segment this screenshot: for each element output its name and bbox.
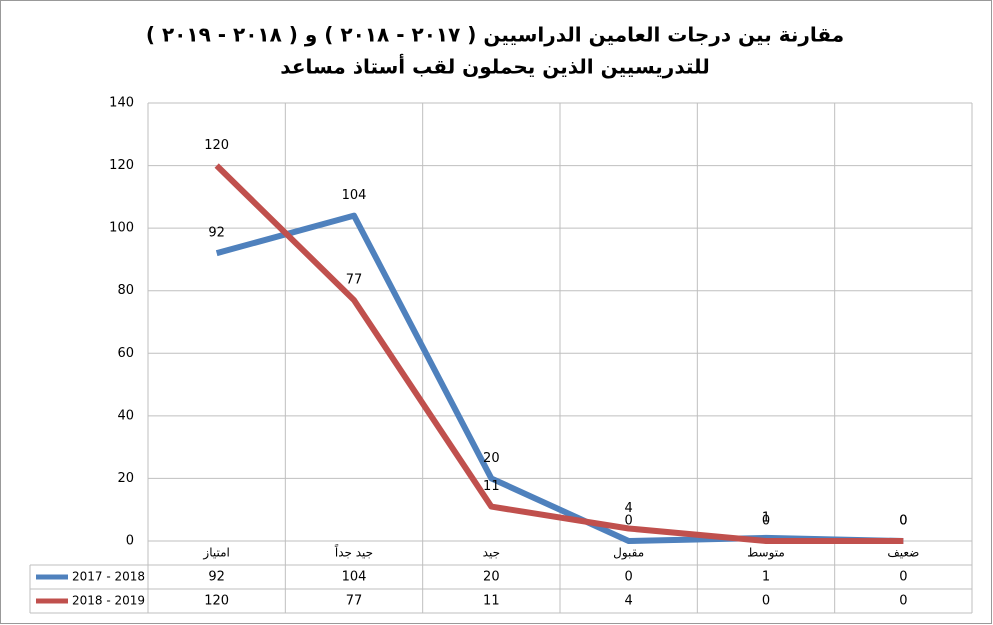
- data-label: 0: [899, 514, 907, 529]
- table-cell: 104: [342, 570, 367, 585]
- data-label: 0: [625, 514, 633, 529]
- table-cell: 0: [899, 594, 907, 609]
- data-label: 4: [625, 501, 633, 516]
- x-tick-label: جيد: [483, 546, 500, 560]
- data-label: 120: [204, 138, 229, 153]
- legend-label: 2017 - 2018: [72, 570, 145, 584]
- y-tick-label: 120: [109, 158, 134, 173]
- table-cell: 77: [346, 594, 363, 609]
- data-label: 20: [483, 451, 500, 466]
- data-label: 92: [208, 226, 225, 241]
- data-label: 104: [342, 188, 367, 203]
- legend-label: 2018 - 2019: [72, 594, 145, 608]
- table-cell: 11: [483, 594, 500, 609]
- x-tick-label: امتياز: [202, 546, 229, 561]
- x-tick-label: ضعيف: [887, 546, 919, 560]
- table-cell: 0: [625, 570, 633, 585]
- x-tick-label: جيد جداً: [335, 544, 374, 560]
- data-label: 0: [899, 514, 907, 529]
- y-tick-label: 20: [117, 471, 134, 486]
- y-tick-label: 140: [109, 96, 134, 111]
- table-cell: 20: [483, 570, 500, 585]
- y-tick-label: 40: [117, 408, 134, 423]
- data-label: 77: [346, 273, 363, 288]
- table-cell: 92: [208, 570, 225, 585]
- table-cell: 4: [625, 594, 633, 609]
- series-line: [214, 163, 904, 544]
- y-tick-label: 60: [117, 346, 134, 361]
- y-tick-label: 80: [117, 283, 134, 298]
- data-label: 11: [483, 479, 500, 494]
- data-label: 0: [762, 514, 770, 529]
- data-label: 1: [762, 510, 770, 525]
- y-tick-label: 100: [109, 221, 134, 236]
- chart-subtitle: للتدريسيين الذين يحملون لقب أستاذ مساعد: [280, 53, 709, 79]
- x-tick-label: مقبول: [613, 546, 644, 561]
- table-cell: 0: [762, 594, 770, 609]
- chart-title: مقارنة بين درجات العامين الدراسيين ( ٢٠١…: [146, 23, 844, 47]
- table-cell: 0: [899, 570, 907, 585]
- table-cell: 120: [204, 594, 229, 609]
- y-tick-label: 0: [126, 534, 134, 549]
- x-tick-label: متوسط: [747, 546, 785, 561]
- table-cell: 1: [762, 570, 770, 585]
